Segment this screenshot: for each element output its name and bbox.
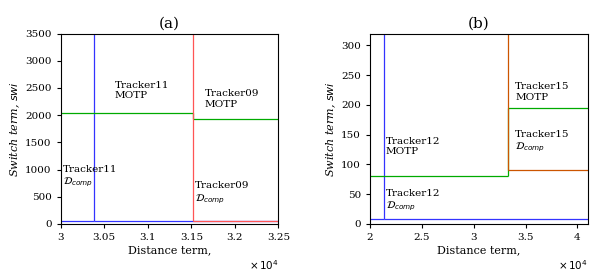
X-axis label: Distance term,: Distance term,: [437, 245, 521, 255]
Text: Tracker15
MOTP: Tracker15 MOTP: [515, 82, 570, 102]
X-axis label: Distance term,: Distance term,: [128, 245, 211, 255]
Text: Tracker09
$\mathcal{D}_{comp}$: Tracker09 $\mathcal{D}_{comp}$: [195, 181, 249, 206]
Text: $\times\,10^{4}$: $\times\,10^{4}$: [558, 258, 588, 272]
Text: $\times\,10^{4}$: $\times\,10^{4}$: [248, 258, 279, 272]
Y-axis label: Switch term, $swi$: Switch term, $swi$: [8, 81, 22, 177]
Text: Tracker11
$\mathcal{D}_{comp}$: Tracker11 $\mathcal{D}_{comp}$: [63, 165, 118, 189]
Text: Tracker15
$\mathcal{D}_{comp}$: Tracker15 $\mathcal{D}_{comp}$: [515, 130, 570, 154]
Text: Tracker09
MOTP: Tracker09 MOTP: [204, 89, 259, 109]
Text: Tracker11
MOTP: Tracker11 MOTP: [115, 81, 169, 101]
Text: Tracker12
MOTP: Tracker12 MOTP: [385, 137, 440, 156]
Text: Tracker12
$\mathcal{D}_{comp}$: Tracker12 $\mathcal{D}_{comp}$: [385, 189, 440, 213]
Title: (b): (b): [468, 17, 490, 31]
Title: (a): (a): [159, 17, 180, 31]
Y-axis label: Switch term, $swi$: Switch term, $swi$: [325, 81, 338, 177]
